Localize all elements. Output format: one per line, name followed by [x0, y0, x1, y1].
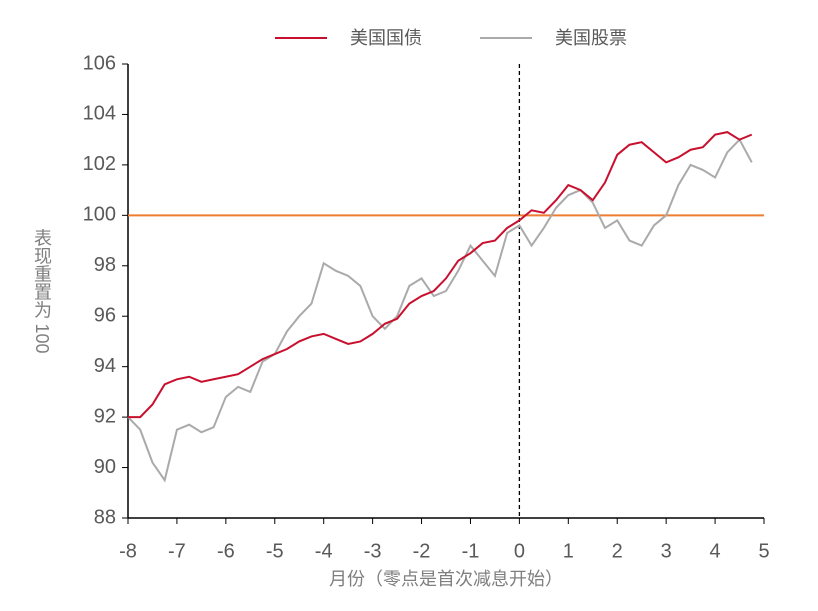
series-line [128, 131, 753, 419]
x-tick-label: -6 [217, 540, 235, 562]
x-tick-label: -5 [266, 540, 284, 562]
x-tick-label: 1 [563, 540, 574, 562]
x-tick-label: -2 [413, 540, 431, 562]
y-tick-label: 106 [83, 52, 116, 74]
x-tick-label: 2 [612, 540, 623, 562]
y-tick-label: 88 [94, 506, 116, 528]
y-axis-label: 表现重置为 100 [32, 228, 52, 353]
y-tick-label: 104 [83, 103, 116, 125]
x-tick-label: 3 [661, 540, 672, 562]
x-axis-label: 月份（零点是首次减息开始） [329, 569, 563, 589]
x-tick-label: 0 [514, 540, 525, 562]
legend-label: 美国股票 [555, 28, 627, 48]
y-tick-label: 92 [94, 405, 116, 427]
y-tick-label: 90 [94, 456, 116, 478]
x-tick-label: 4 [710, 540, 721, 562]
x-tick-label: 5 [758, 540, 769, 562]
x-tick-label: -4 [315, 540, 333, 562]
x-tick-label: -7 [168, 540, 186, 562]
x-tick-label: -1 [462, 540, 480, 562]
y-tick-label: 98 [94, 254, 116, 276]
y-tick-label: 96 [94, 305, 116, 327]
y-tick-label: 94 [94, 355, 116, 377]
legend-label: 美国国债 [350, 28, 422, 48]
y-tick-label: 102 [83, 153, 116, 175]
x-tick-label: -8 [119, 540, 137, 562]
y-tick-label: 100 [83, 204, 116, 226]
x-tick-label: -3 [364, 540, 382, 562]
series-line [127, 137, 753, 483]
